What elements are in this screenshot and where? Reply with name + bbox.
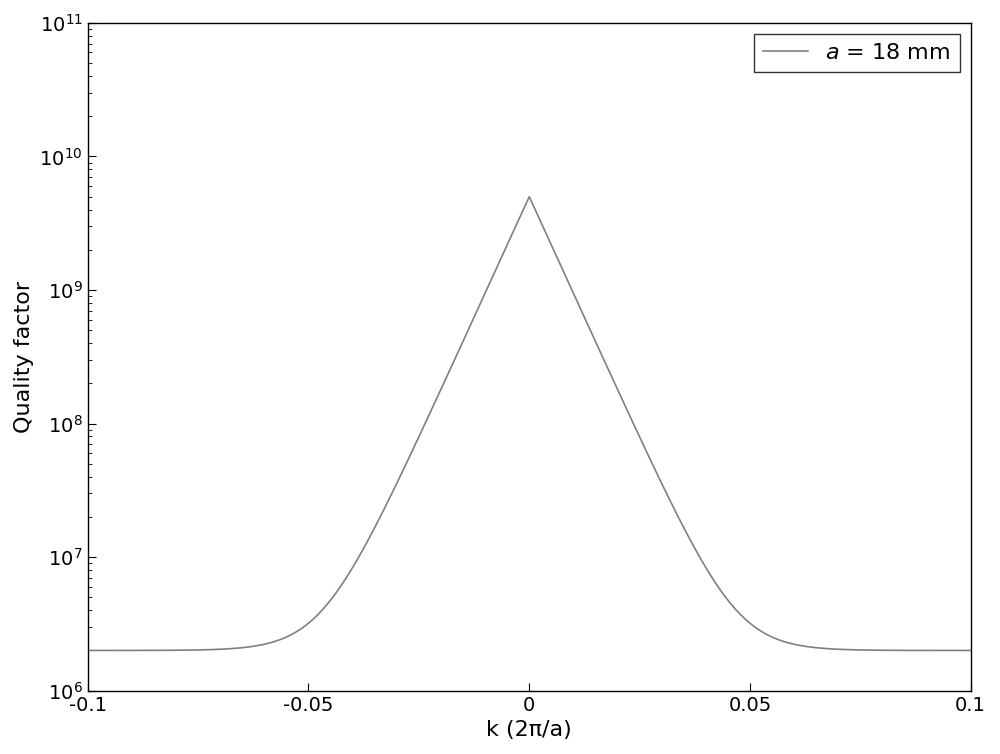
Y-axis label: Quality factor: Quality factor xyxy=(14,280,34,433)
Legend: $a$ = 18 mm: $a$ = 18 mm xyxy=(754,34,960,72)
X-axis label: k (2π/a): k (2π/a) xyxy=(486,720,572,740)
